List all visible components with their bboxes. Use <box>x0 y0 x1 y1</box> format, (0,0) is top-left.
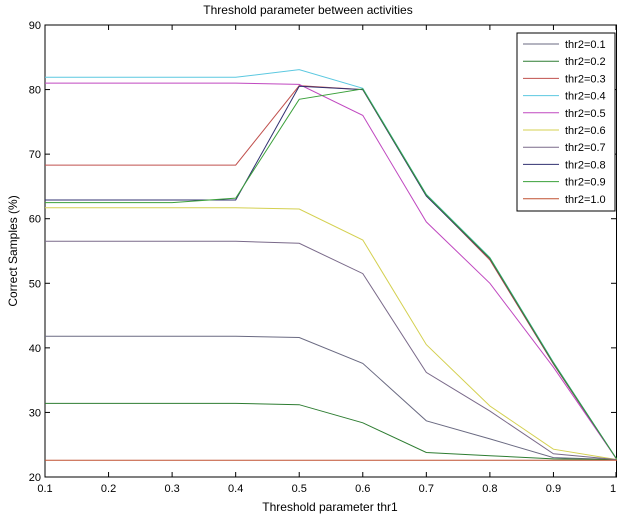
x-tick-label: 0.1 <box>37 483 52 495</box>
legend-label: thr2=0.9 <box>565 177 606 189</box>
x-tick-label: 1 <box>610 483 616 495</box>
chart-title: Threshold parameter between activities <box>203 3 412 17</box>
series-line-5 <box>45 82 617 460</box>
series-line-1 <box>45 335 617 461</box>
y-tick-label: 50 <box>29 278 41 290</box>
legend-label: thr2=0.1 <box>565 39 606 51</box>
x-axis-title: Threshold parameter thr1 <box>262 500 398 514</box>
x-tick-label: 0.3 <box>164 483 179 495</box>
x-tick-label: 0.2 <box>101 483 116 495</box>
y-tick-label: 70 <box>29 149 41 161</box>
series-line-6 <box>45 207 617 461</box>
legend-label: thr2=0.8 <box>565 159 606 171</box>
legend-label: thr2=0.2 <box>565 56 606 68</box>
legend-label: thr2=0.4 <box>565 91 606 103</box>
y-tick-label: 20 <box>29 472 41 484</box>
legend-label: thr2=0.7 <box>565 142 606 154</box>
x-tick-label: 0.9 <box>546 483 561 495</box>
y-tick-label: 80 <box>29 85 41 97</box>
x-tick-label: 0.7 <box>419 483 434 495</box>
y-tick-label: 40 <box>29 343 41 355</box>
y-tick-label: 90 <box>29 20 41 32</box>
series-line-9 <box>45 88 617 460</box>
series-line-7 <box>45 240 617 461</box>
legend-label: thr2=0.5 <box>565 108 606 120</box>
y-axis-title: Correct Samples (%) <box>6 195 20 306</box>
legend-label: thr2=0.3 <box>565 73 606 85</box>
y-tick-label: 30 <box>29 407 41 419</box>
x-tick-label: 0.8 <box>482 483 497 495</box>
series-line-2 <box>45 402 617 461</box>
legend-label: thr2=1.0 <box>565 194 606 206</box>
x-tick-label: 0.4 <box>228 483 243 495</box>
x-tick-label: 0.5 <box>292 483 307 495</box>
x-tick-label: 0.6 <box>355 483 370 495</box>
legend-label: thr2=0.6 <box>565 125 606 137</box>
y-tick-label: 60 <box>29 214 41 226</box>
